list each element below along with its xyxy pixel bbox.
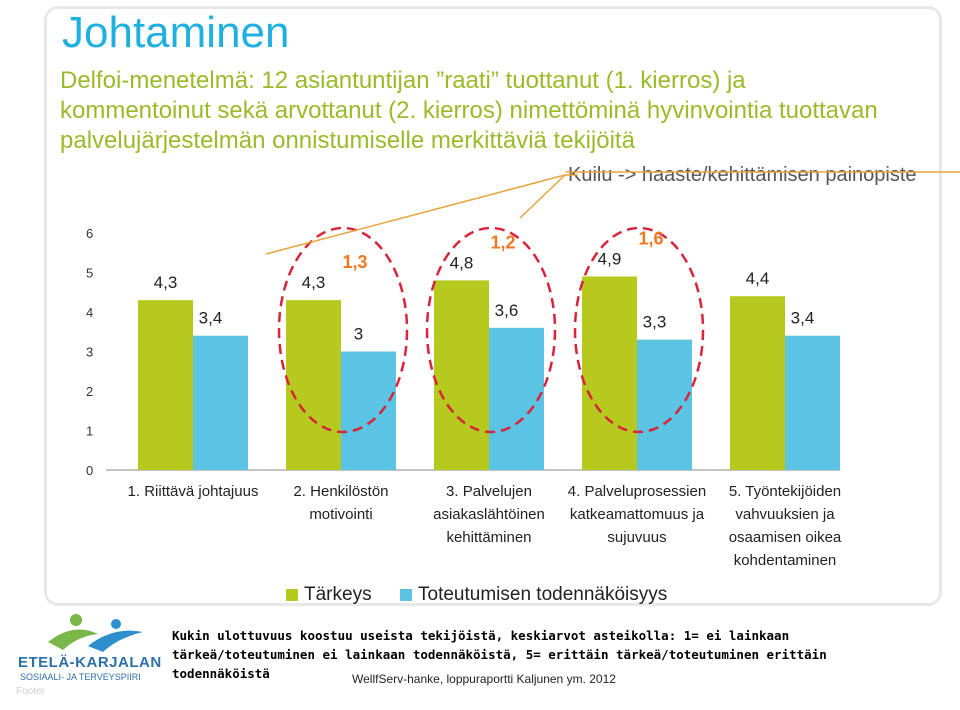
gap-callout-text: Kuilu -> haaste/kehittämisen painopiste: [568, 164, 917, 186]
bar-tarkeys: [582, 276, 637, 470]
bar-toteutuminen: [341, 351, 396, 470]
gap-highlight-ellipse: [277, 226, 409, 434]
data-label-toteutuminen: 3: [354, 325, 363, 344]
data-label-tarkeys: 4,3: [154, 273, 178, 292]
slide-subtitle: Delfoi-menetelmä: 12 asiantuntijan ”raat…: [60, 67, 878, 154]
bar-tarkeys: [730, 296, 785, 470]
x-category-label: asiakaslähtöinen: [433, 506, 545, 523]
data-label-tarkeys: 4,8: [450, 253, 474, 272]
data-label-tarkeys: 4,9: [598, 249, 622, 268]
x-category-label: kohdentaminen: [734, 552, 837, 569]
data-label-tarkeys: 4,3: [302, 273, 326, 292]
gap-value-label: 1,2: [490, 232, 515, 252]
data-label-tarkeys: 4,4: [746, 269, 770, 288]
data-label-toteutuminen: 3,4: [199, 309, 223, 328]
slide-frame: [44, 6, 942, 606]
legend-label-tarkeys: Tärkeys: [304, 584, 372, 605]
legend-label-toteutuminen: Toteutumisen todennäköisyys: [418, 584, 668, 605]
x-category-label: 2. Henkilöstön: [293, 483, 388, 500]
logo-figure-icon: [48, 614, 143, 652]
bar-toteutuminen: [193, 335, 248, 470]
logo: ETELÄ-KARJALAN SOSIAALI- JA TERVEYSPIIRI: [18, 612, 161, 688]
x-category-label: osaamisen oikea: [729, 529, 842, 546]
data-label-toteutuminen: 3,3: [643, 313, 667, 332]
callout-line: [265, 174, 566, 255]
bar-tarkeys: [434, 280, 489, 470]
legend-item-toteutuminen: Toteutumisen todennäköisyys: [400, 584, 667, 606]
bar-tarkeys: [138, 300, 193, 470]
gap-highlight-ellipse: [425, 226, 557, 434]
x-category-label: 3. Palvelujen: [446, 483, 532, 500]
y-tick-label: 6: [86, 226, 93, 241]
y-tick-label: 0: [86, 463, 93, 478]
x-category-label: 1. Riittävä johtajuus: [128, 483, 259, 500]
slide-title: Johtaminen: [62, 8, 290, 57]
legend-item-tarkeys: Tärkeys: [286, 584, 372, 606]
gap-value-label: 1,3: [342, 252, 367, 272]
data-label-toteutuminen: 3,6: [495, 301, 519, 320]
gap-highlight-ellipse: [573, 226, 705, 434]
bar-toteutuminen: [489, 327, 544, 470]
footnote: Kukin ulottuvuus koostuu useista tekijöi…: [172, 628, 827, 681]
x-category-label: 5. Työntekijöiden: [729, 483, 841, 500]
y-tick-label: 5: [86, 266, 93, 281]
y-tick-label: 2: [86, 384, 93, 399]
x-category-label: katkeamattomuus ja: [570, 506, 705, 523]
source-citation: WellfServ-hanke, loppuraportti Kaljunen …: [352, 672, 616, 686]
logo-subname: SOSIAALI- JA TERVEYSPIIRI: [20, 672, 141, 682]
bar-toteutuminen: [637, 339, 692, 470]
bar-tarkeys: [286, 300, 341, 470]
gap-value-label: 1,6: [638, 228, 663, 248]
data-label-toteutuminen: 3,4: [791, 309, 815, 328]
logo-name: ETELÄ-KARJALAN: [18, 654, 162, 671]
x-category-label: 4. Palveluprosessien: [568, 483, 706, 500]
x-category-label: kehittäminen: [446, 529, 531, 546]
x-category-label: vahvuuksien ja: [735, 506, 835, 523]
x-category-label: motivointi: [309, 506, 372, 523]
callout-line: [519, 174, 566, 219]
footer-text: Footer: [16, 686, 45, 697]
legend-swatch-toteutuminen: [400, 588, 412, 601]
x-category-label: sujuvuus: [607, 529, 666, 546]
y-tick-label: 1: [86, 424, 93, 439]
y-tick-label: 3: [86, 345, 93, 360]
bar-toteutuminen: [785, 335, 840, 470]
y-tick-label: 4: [86, 305, 93, 320]
legend-swatch-tarkeys: [286, 588, 298, 601]
